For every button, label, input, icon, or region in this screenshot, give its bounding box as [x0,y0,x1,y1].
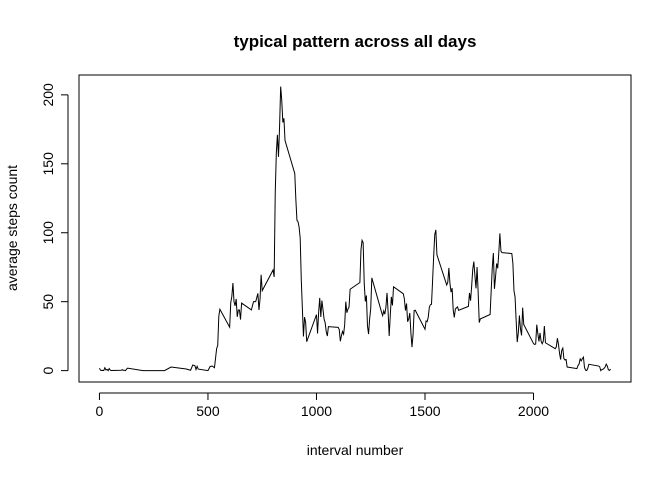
y-tick-label: 0 [40,367,56,375]
y-axis-label: average steps count [4,165,20,291]
y-tick-label: 100 [40,221,56,245]
x-tick-label: 0 [96,403,104,419]
chart-title: typical pattern across all days [234,32,477,51]
y-tick-label: 200 [40,83,56,107]
plot-box [78,74,632,383]
x-tick-label: 2000 [518,403,549,419]
x-tick-label: 500 [196,403,220,419]
x-axis-label: interval number [307,442,404,458]
data-line [99,86,611,372]
x-tick-label: 1500 [409,403,440,419]
x-tick-label: 1000 [301,403,332,419]
y-tick-label: 50 [40,294,56,310]
y-tick-label: 150 [40,152,56,176]
